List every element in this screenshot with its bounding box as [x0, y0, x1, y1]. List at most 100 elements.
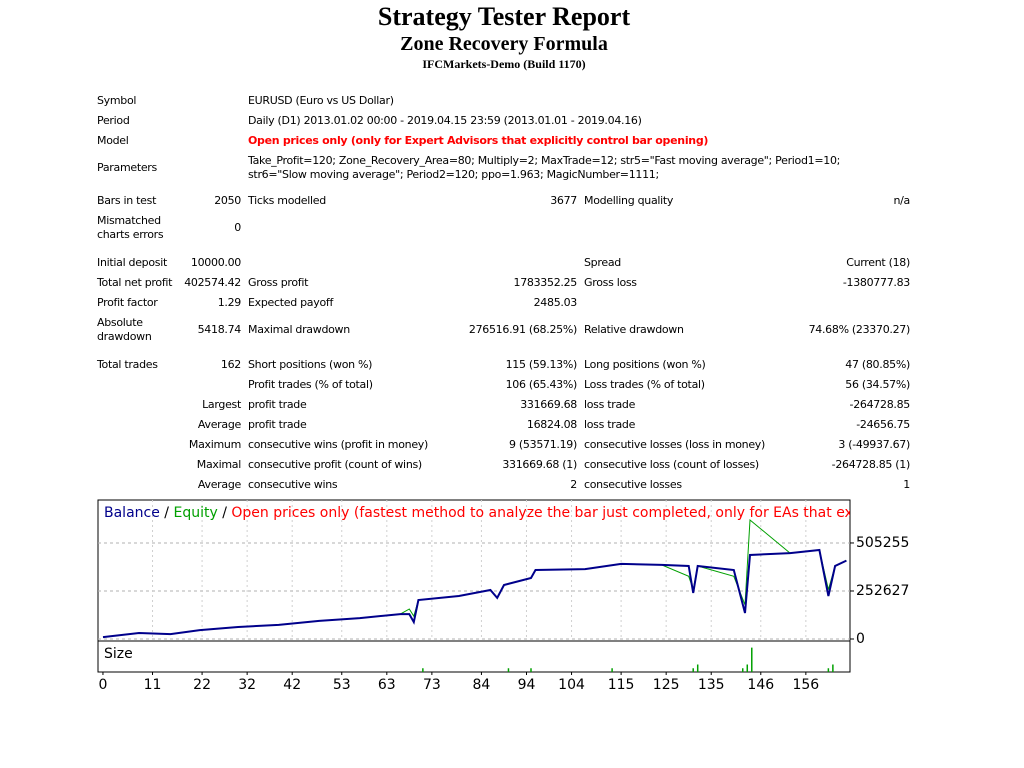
x-tick-label: 32: [238, 677, 256, 693]
table-cell: EURUSD (Euro vs US Dollar): [248, 94, 394, 107]
table-cell: 56 (34.57%): [845, 378, 910, 391]
legend-separator: /: [222, 505, 227, 521]
table-cell: Relative drawdown: [584, 323, 684, 336]
y-tick-label: 0: [856, 631, 865, 647]
table-cell: Take_Profit=120; Zone_Recovery_Area=80; …: [248, 154, 841, 181]
table-cell: Period: [97, 114, 130, 127]
table-cell: Largest: [202, 398, 241, 411]
table-cell: Long positions (won %): [584, 358, 706, 371]
x-tick-label: 135: [698, 677, 725, 693]
table-cell: 1: [903, 478, 910, 491]
table-cell: Maximal: [196, 458, 242, 471]
x-tick-label: 0: [98, 677, 107, 693]
table-cell: Maximal drawdown: [248, 323, 350, 336]
table-cell: -1380777.83: [842, 276, 910, 289]
x-tick-label: 63: [378, 677, 396, 693]
table-cell: 106 (65.43%): [505, 378, 578, 391]
legend-entry: Balance: [104, 505, 160, 521]
table-cell: 331669.68: [520, 398, 577, 411]
y-tick-label: 505255: [856, 535, 909, 551]
table-cell: 2485.03: [533, 296, 578, 309]
table-cell: Current (18): [846, 256, 910, 269]
table-cell: Symbol: [97, 94, 137, 107]
table-cell: Initial deposit: [97, 256, 167, 269]
table-cell: Mismatched charts errors: [97, 214, 164, 241]
server-name: IFCMarkets-Demo (Build 1170): [422, 57, 586, 71]
table-cell: 10000.00: [190, 256, 241, 269]
table-cell: Maximum: [188, 438, 241, 451]
table-cell: Parameters: [97, 161, 157, 174]
table-cell: consecutive losses (loss in money): [584, 438, 766, 451]
x-tick-label: 115: [608, 677, 635, 693]
table-cell: 1.29: [217, 296, 242, 309]
legend: Balance / Equity / Open prices only (fas…: [104, 505, 965, 521]
table-cell: Expected payoff: [248, 296, 334, 309]
x-tick-label: 104: [558, 677, 585, 693]
table-cell: Loss trades (% of total): [584, 378, 705, 391]
table-cell: Gross loss: [584, 276, 637, 289]
table-cell: Average: [197, 418, 241, 431]
chart-frame: [97, 499, 851, 673]
table-cell: 47 (80.85%): [845, 358, 910, 371]
table-cell: Open prices only (only for Expert Adviso…: [248, 134, 709, 147]
table-cell: Daily (D1) 2013.01.02 00:00 - 2019.04.15…: [248, 114, 642, 127]
table-cell: 74.68% (23370.27): [808, 323, 911, 336]
x-tick-label: 53: [333, 677, 351, 693]
table-cell: 162: [220, 358, 241, 371]
table-cell: n/a: [893, 194, 910, 207]
table-cell: 3677: [550, 194, 577, 207]
table-cell: Modelling quality: [584, 194, 674, 207]
table-cell: 2: [570, 478, 577, 491]
x-tick-label: 94: [518, 677, 536, 693]
report-subtitle: Zone Recovery Formula: [400, 33, 608, 55]
table-cell: consecutive profit (count of wins): [248, 458, 422, 471]
table-cell: 5418.74: [197, 323, 242, 336]
legend-entry: Equity: [173, 505, 217, 521]
x-tick-label: 42: [283, 677, 301, 693]
table-cell: Ticks modelled: [248, 194, 326, 207]
table-cell: Total trades: [97, 358, 158, 371]
table-cell: consecutive wins: [248, 478, 338, 491]
table-cell: Profit factor: [97, 296, 158, 309]
table-cell: -24656.75: [856, 418, 910, 431]
series-line: [102, 548, 847, 639]
table-cell: Gross profit: [248, 276, 309, 289]
table-cell: consecutive loss (count of losses): [584, 458, 759, 471]
table-cell: Absolute drawdown: [97, 316, 152, 343]
table-cell: 9 (53571.19): [509, 438, 577, 451]
table-cell: Bars in test: [97, 194, 157, 207]
table-cell: consecutive wins (profit in money): [248, 438, 428, 451]
x-tick-label: 22: [193, 677, 211, 693]
table-cell: Total net profit: [97, 276, 173, 289]
table-cell: consecutive losses: [584, 478, 682, 491]
table-cell: 16824.08: [526, 418, 577, 431]
table-cell: 115 (59.13%): [505, 358, 578, 371]
report-title: Strategy Tester Report: [377, 2, 631, 31]
table-cell: -264728.85: [849, 398, 911, 411]
table-cell: Spread: [584, 256, 621, 269]
table-cell: 0: [234, 221, 241, 234]
table-cell: -264728.85 (1): [831, 458, 911, 471]
table-cell: 331669.68 (1): [502, 458, 577, 471]
x-tick-label: 125: [653, 677, 680, 693]
table-cell: Average: [197, 478, 241, 491]
table-cell: profit trade: [248, 398, 307, 411]
x-tick-label: 11: [144, 677, 162, 693]
table-cell: profit trade: [248, 418, 307, 431]
table-cell: Short positions (won %): [248, 358, 373, 371]
x-tick-label: 156: [792, 677, 819, 693]
table-cell: 276516.91 (68.25%): [468, 323, 577, 336]
x-tick-label: 84: [473, 677, 491, 693]
y-tick-label: 252627: [856, 583, 909, 599]
table-cell: 1783352.25: [513, 276, 578, 289]
x-tick-label: 146: [747, 677, 774, 693]
legend-separator: /: [164, 505, 169, 521]
legend-note: Open prices only (fastest method to anal…: [231, 505, 965, 521]
table-cell: Model: [97, 134, 129, 147]
table-cell: loss trade: [584, 418, 636, 431]
table-cell: 3 (-49937.67): [838, 438, 910, 451]
table-cell: loss trade: [584, 398, 636, 411]
size-label: Size: [104, 646, 133, 662]
